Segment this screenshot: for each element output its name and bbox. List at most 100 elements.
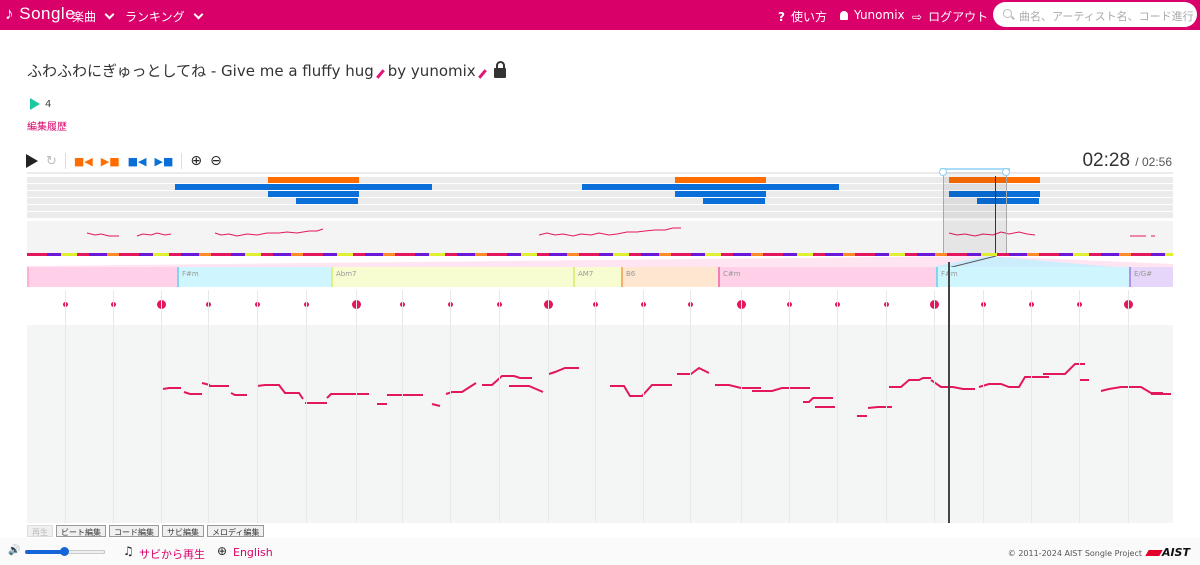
- repeat-icon[interactable]: ↻: [46, 153, 57, 169]
- repeat-segment[interactable]: [582, 184, 839, 190]
- repeat-lane-4: [27, 205, 1173, 211]
- search-input[interactable]: 曲名、アーティスト名、コード進行: [993, 2, 1197, 27]
- music-note-icon: ♫: [123, 544, 134, 558]
- prev-chorus-button[interactable]: ■◀: [73, 154, 93, 168]
- repeat-lane-2: [27, 191, 1173, 197]
- beat-gridline: [208, 290, 209, 523]
- nav-songs[interactable]: 楽曲: [72, 8, 115, 25]
- chorus-segment[interactable]: [949, 177, 1040, 183]
- beat-gridline: [643, 290, 644, 523]
- chorus-segment[interactable]: [675, 177, 766, 183]
- chord-block[interactable]: B6: [621, 267, 718, 287]
- beat-gridline: [1128, 290, 1129, 523]
- repeat-segment[interactable]: [268, 191, 359, 197]
- prev-repeat-button[interactable]: ■◀: [127, 154, 147, 168]
- viewport-handle-right[interactable]: [1002, 168, 1010, 176]
- repeat-segment[interactable]: [675, 191, 766, 197]
- logout-label: ログアウト: [928, 10, 989, 24]
- chord-block[interactable]: AM7: [573, 267, 621, 287]
- song-artist[interactable]: by yunomix: [387, 61, 476, 80]
- chord-block[interactable]: C#m: [718, 267, 936, 287]
- volume-slider[interactable]: [25, 547, 105, 556]
- chorus-lane: [27, 177, 1173, 183]
- chorus-segment[interactable]: [268, 177, 359, 183]
- aist-logo[interactable]: AIST: [1147, 546, 1190, 559]
- chord-block[interactable]: [27, 267, 177, 287]
- user-icon: [840, 10, 848, 20]
- beat-gridline: [1079, 290, 1080, 523]
- repeat-segment[interactable]: [296, 198, 358, 204]
- edit-buttons: 再生 ビート編集 コード編集 サビ編集 メロディ編集: [27, 525, 265, 537]
- viewport-handle-left[interactable]: [939, 168, 947, 176]
- beat-gridline: [450, 290, 451, 523]
- question-icon: ?: [778, 9, 785, 24]
- repeat-segment[interactable]: [977, 198, 1039, 204]
- edit-pencil-icon[interactable]: [375, 68, 385, 79]
- chord-block[interactable]: E/G#: [1129, 267, 1173, 287]
- edit-history-link[interactable]: 編集履歴: [27, 122, 67, 133]
- chorus-edit-button[interactable]: サビ編集: [162, 525, 204, 537]
- beat-gridline: [306, 290, 307, 523]
- logout-icon: ⇨: [912, 9, 923, 24]
- search-placeholder: 曲名、アーティスト名、コード進行: [1019, 10, 1194, 23]
- repeat-segment[interactable]: [949, 191, 1040, 197]
- time-display: 02:28 / 02:56: [1082, 150, 1172, 172]
- song-title-row: ふわふわにぎゅっとしてね - Give me a fluffy hug by y…: [27, 60, 506, 81]
- playback-cursor[interactable]: [948, 262, 950, 523]
- beat-gridline: [789, 290, 790, 523]
- zoom-in-icon[interactable]: ⊕: [190, 153, 203, 169]
- copyright: © 2011-2024 AIST Songle Project: [1007, 549, 1142, 558]
- chord-block[interactable]: F#m: [936, 267, 1129, 287]
- repeat-lane-3: [27, 198, 1173, 204]
- nav-songs-label: 楽曲: [72, 10, 97, 24]
- repeat-lane-5: [27, 212, 1173, 218]
- overview-track: [27, 172, 1173, 174]
- repeat-segment[interactable]: [703, 198, 765, 204]
- beat-gridline: [690, 290, 691, 523]
- total-time: / 02:56: [1135, 155, 1172, 169]
- beat-gridline: [837, 290, 838, 523]
- play-mode-button: 再生: [27, 525, 53, 537]
- toolbar-divider: [181, 153, 183, 169]
- next-repeat-button[interactable]: ▶■: [154, 154, 174, 168]
- edit-pencil-icon[interactable]: [477, 68, 487, 79]
- nav-ranking[interactable]: ランキング: [125, 8, 204, 25]
- beat-edit-button[interactable]: ビート編集: [56, 525, 106, 537]
- next-chorus-button[interactable]: ▶■: [100, 154, 120, 168]
- search-icon: [1003, 9, 1012, 18]
- melody-editor[interactable]: [27, 325, 1173, 523]
- globe-icon: ⊕: [217, 544, 228, 558]
- chord-block[interactable]: F#m: [177, 267, 331, 287]
- play-count-icon: [30, 98, 40, 110]
- logout-link[interactable]: ⇨ ログアウト: [912, 8, 988, 25]
- zoom-out-icon[interactable]: ⊖: [210, 153, 222, 169]
- play-count: 4: [30, 98, 51, 110]
- songle-logo[interactable]: ♪ Songle: [5, 4, 76, 23]
- volume-knob[interactable]: [60, 547, 69, 556]
- chord-block[interactable]: Abm7: [331, 267, 573, 287]
- melody-edit-button[interactable]: メロディ編集: [207, 525, 265, 537]
- play-button[interactable]: [26, 154, 38, 168]
- beat-gridline: [548, 290, 549, 523]
- overview-melody: [27, 221, 1173, 253]
- play-chorus-link[interactable]: サビから再生: [139, 548, 205, 561]
- beat-gridline: [595, 290, 596, 523]
- player-toolbar: ↻ ■◀ ▶■ ■◀ ▶■ ⊕ ⊖: [26, 152, 230, 170]
- volume-track: [65, 550, 105, 554]
- beat-gridline: [983, 290, 984, 523]
- language-link[interactable]: English: [233, 546, 273, 559]
- viewport-selection[interactable]: [943, 172, 1007, 255]
- current-time: 02:28: [1082, 150, 1131, 171]
- logo-text: Songle: [19, 4, 76, 23]
- nav-ranking-label: ランキング: [125, 10, 185, 24]
- user-link[interactable]: Yunomix: [840, 8, 905, 22]
- help-link[interactable]: ? 使い方: [778, 8, 827, 25]
- beat-gridline: [886, 290, 887, 523]
- volume-icon[interactable]: 🔊: [8, 545, 21, 556]
- repeat-segment[interactable]: [175, 184, 432, 190]
- song-overview-map[interactable]: [27, 168, 1173, 262]
- chord-edit-button[interactable]: コード編集: [109, 525, 159, 537]
- viewport-handle-bar[interactable]: [940, 168, 1010, 170]
- beat-row: [27, 290, 1173, 320]
- beat-gridline: [499, 290, 500, 523]
